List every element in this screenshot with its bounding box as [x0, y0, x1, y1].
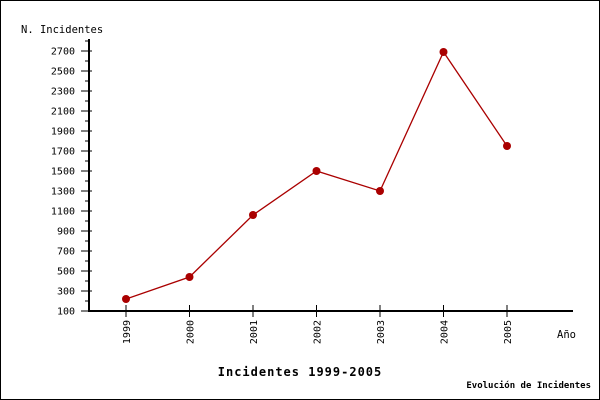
y-tick-label: 1100: [51, 207, 75, 218]
data-point-marker: [185, 273, 194, 281]
data-point-marker: [312, 167, 321, 175]
y-tick-label: 900: [57, 227, 75, 238]
chart-title: Incidentes 1999-2005: [217, 365, 383, 379]
data-point-marker: [503, 142, 511, 150]
x-tick-label: 2002: [313, 320, 324, 344]
x-tick-label: 1999: [122, 320, 133, 344]
series-line: [125, 50, 508, 300]
y-tick-label: 100: [57, 307, 75, 318]
y-tick-label: 2500: [51, 67, 75, 78]
x-tick-label: 2001: [249, 320, 260, 344]
y-tick-label: 500: [57, 267, 75, 278]
y-tick-label: 1700: [51, 147, 75, 158]
y-tick-label: 1900: [51, 127, 75, 138]
y-tick-label: 2300: [51, 87, 75, 98]
y-tick-label: 2700: [51, 47, 75, 58]
x-tick-label: 2000: [186, 320, 197, 344]
x-tick-label: 2004: [440, 320, 451, 344]
data-point-marker: [249, 211, 257, 219]
y-tick-label: 300: [57, 287, 75, 298]
y-tick-label: 1500: [51, 167, 75, 178]
chart-footer-note: Evolución de Incidentes: [466, 381, 591, 391]
y-tick-label: 2100: [51, 107, 75, 118]
y-tick-label: 700: [57, 247, 75, 258]
y-tick-label: 1300: [51, 187, 75, 198]
y-axis-title: N. Incidentes: [21, 24, 104, 36]
x-tick-label: 2005: [503, 320, 514, 344]
data-point-marker: [376, 187, 384, 195]
x-tick-label: 2003: [376, 320, 387, 344]
data-point-marker: [122, 295, 130, 303]
x-axis-title: Año: [557, 329, 576, 341]
data-point-marker: [439, 48, 448, 56]
